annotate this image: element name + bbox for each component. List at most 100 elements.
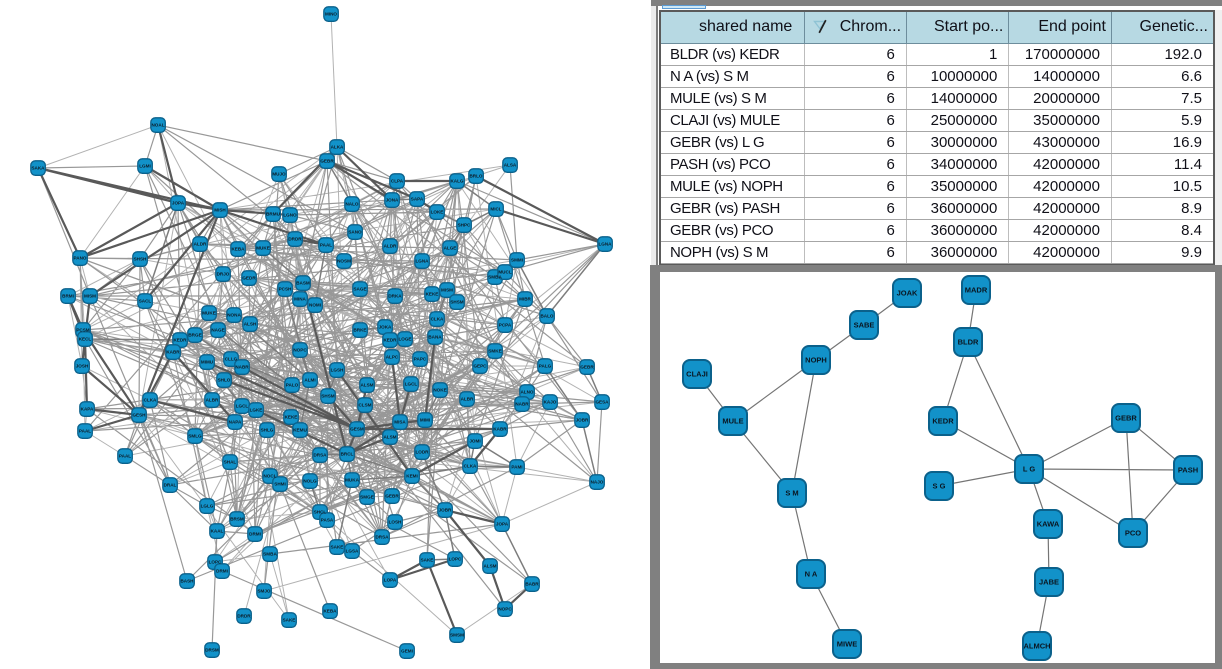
- svg-text:GESA: GESA: [595, 400, 609, 405]
- svg-text:NOMI: NOMI: [309, 303, 321, 308]
- svg-text:NAGE: NAGE: [211, 328, 224, 333]
- svg-text:LGKE: LGKE: [250, 408, 263, 413]
- svg-text:MISA: MISA: [394, 420, 406, 425]
- svg-text:DRSA: DRSA: [313, 453, 327, 458]
- svg-text:PALO: PALO: [286, 383, 299, 388]
- svg-text:KEMU: KEMU: [293, 428, 307, 433]
- svg-text:SMJO: SMJO: [257, 589, 270, 594]
- svg-text:NOPH: NOPH: [805, 356, 827, 365]
- svg-text:LGCL: LGCL: [236, 404, 249, 409]
- svg-text:DRSA: DRSA: [375, 535, 389, 540]
- svg-text:LGSA: LGSA: [346, 549, 359, 554]
- svg-text:NOCL: NOCL: [263, 474, 276, 479]
- svg-text:CLAJI: CLAJI: [686, 370, 708, 379]
- svg-text:PAPC: PAPC: [414, 357, 427, 362]
- svg-text:ALGE: ALGE: [444, 246, 457, 251]
- svg-text:ALMI: ALMI: [304, 378, 315, 383]
- svg-text:ALDR: ALDR: [384, 244, 397, 249]
- svg-text:JOKA: JOKA: [379, 325, 392, 330]
- svg-text:JOSH: JOSH: [76, 364, 89, 369]
- svg-text:JONA: JONA: [386, 198, 399, 203]
- svg-text:MINA: MINA: [294, 297, 306, 302]
- svg-text:BRMI: BRMI: [62, 294, 74, 299]
- svg-text:KABR: KABR: [493, 427, 507, 432]
- svg-text:BRMU: BRMU: [266, 212, 280, 217]
- svg-text:MUKE: MUKE: [256, 246, 270, 251]
- svg-text:PCSM: PCSM: [76, 328, 89, 333]
- svg-text:KALG: KALG: [450, 179, 463, 184]
- svg-text:JOMI: JOMI: [469, 439, 480, 444]
- svg-text:DRSM: DRSM: [205, 648, 219, 653]
- svg-text:DRMI: DRMI: [216, 569, 228, 574]
- svg-text:SHPC: SHPC: [458, 223, 471, 228]
- svg-text:BANA: BANA: [428, 335, 442, 340]
- svg-text:GESH: GESH: [132, 413, 146, 418]
- svg-text:SHSM: SHSM: [450, 300, 463, 305]
- svg-text:KEKE: KEKE: [285, 415, 298, 420]
- svg-text:CLSM: CLSM: [358, 403, 371, 408]
- svg-text:NAPA: NAPA: [229, 420, 242, 425]
- svg-text:ALPC: ALPC: [386, 355, 399, 360]
- svg-text:ALBR: ALBR: [206, 398, 219, 403]
- svg-text:LOPC: LOPC: [209, 560, 222, 565]
- svg-text:MINO: MINO: [325, 12, 337, 17]
- svg-text:CLPA: CLPA: [391, 179, 404, 184]
- svg-text:N A: N A: [805, 570, 818, 579]
- svg-text:MIWE: MIWE: [837, 640, 857, 649]
- svg-text:MUKE: MUKE: [202, 311, 216, 316]
- svg-text:BASM: BASM: [296, 281, 310, 286]
- svg-text:CLKA: CLKA: [144, 398, 157, 403]
- svg-text:LGNO: LGNO: [283, 213, 297, 218]
- svg-text:GESM: GESM: [350, 427, 364, 432]
- svg-text:LODR: LODR: [415, 450, 429, 455]
- svg-text:DRAL: DRAL: [164, 483, 177, 488]
- svg-text:ALSM: ALSM: [483, 564, 496, 569]
- svg-text:SMLG: SMLG: [188, 434, 202, 439]
- svg-text:PAAL: PAAL: [320, 243, 332, 248]
- svg-text:SAKA: SAKA: [31, 166, 45, 171]
- svg-text:KEBA: KEBA: [231, 247, 245, 252]
- svg-text:SMGE: SMGE: [360, 495, 374, 500]
- svg-text:SHLO: SHLO: [218, 378, 231, 383]
- svg-text:NALO: NALO: [345, 202, 358, 207]
- svg-text:SMBA: SMBA: [488, 275, 502, 280]
- svg-text:NOPC: NOPC: [498, 607, 512, 612]
- svg-text:LOSH: LOSH: [389, 520, 402, 525]
- svg-text:SAKE: SAKE: [331, 545, 344, 550]
- svg-text:SHLG: SHLG: [261, 428, 274, 433]
- svg-text:SHMI: SHMI: [274, 482, 285, 487]
- svg-text:PCSH: PCSH: [279, 287, 292, 292]
- svg-text:BRSM: BRSM: [230, 517, 244, 522]
- svg-text:LGLG: LGLG: [201, 504, 214, 509]
- svg-text:MUCL: MUCL: [498, 270, 511, 275]
- svg-text:MICL: MICL: [490, 207, 501, 212]
- svg-text:GEBR: GEBR: [385, 494, 399, 499]
- svg-text:BRLO: BRLO: [469, 174, 482, 179]
- svg-text:ALSM: ALSM: [383, 435, 396, 440]
- svg-text:SHSH: SHSH: [134, 257, 147, 262]
- svg-text:BRKE: BRKE: [353, 328, 366, 333]
- svg-text:SMKE: SMKE: [488, 349, 501, 354]
- svg-text:PALG: PALG: [539, 364, 552, 369]
- svg-text:ALSM: ALSM: [360, 383, 373, 388]
- svg-text:JABE: JABE: [1039, 578, 1059, 587]
- svg-text:BASH: BASH: [180, 579, 194, 584]
- svg-text:PCO: PCO: [1125, 529, 1141, 538]
- svg-text:KEKE: KEKE: [426, 292, 439, 297]
- svg-text:PCPA: PCPA: [499, 323, 512, 328]
- svg-text:PASA: PASA: [321, 518, 334, 523]
- svg-text:LGNA: LGNA: [598, 242, 612, 247]
- svg-text:SMMI: SMMI: [511, 258, 523, 263]
- svg-text:DRDR: DRDR: [288, 237, 302, 242]
- svg-text:LOPC: LOPC: [449, 557, 462, 562]
- svg-text:KABR: KABR: [166, 350, 180, 355]
- svg-text:PAAL: PAAL: [79, 429, 91, 434]
- svg-text:DRDR: DRDR: [237, 614, 251, 619]
- svg-text:KECL: KECL: [79, 337, 92, 342]
- svg-text:GEMI: GEMI: [401, 649, 413, 654]
- svg-text:KEMI: KEMI: [406, 474, 417, 479]
- svg-text:JOBR: JOBR: [439, 508, 452, 513]
- svg-text:CLLG: CLLG: [225, 357, 238, 362]
- svg-text:CLKA: CLKA: [431, 317, 444, 322]
- svg-text:KEDR: KEDR: [383, 338, 397, 343]
